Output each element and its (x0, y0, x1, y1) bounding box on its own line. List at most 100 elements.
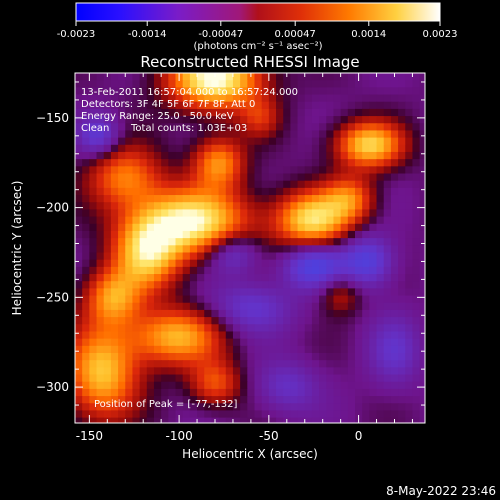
heatmap-cell (369, 360, 378, 368)
heatmap-cell (369, 317, 378, 325)
heatmap-cell (232, 360, 241, 368)
heatmap-cell (240, 338, 248, 347)
heatmap-cell (340, 274, 349, 282)
heatmap-cell (383, 302, 392, 311)
heatmap-cell (110, 360, 119, 368)
heatmap-cell (333, 396, 342, 404)
x-axis-label: Heliocentric X (arcsec) (182, 447, 318, 461)
heatmap-cell (96, 123, 105, 132)
heatmap-cell (362, 137, 370, 146)
heatmap-cell (161, 80, 169, 88)
heatmap-cell (283, 123, 291, 132)
heatmap-cell (383, 338, 392, 347)
heatmap-cell (225, 130, 234, 139)
annotation-detectors: Detectors: 3F 4F 5F 6F 7F 8F, Att 0 (81, 99, 255, 110)
heatmap-cell (311, 123, 320, 132)
heatmap-cell (218, 180, 227, 189)
heatmap-cell (189, 367, 198, 376)
heatmap-cell (261, 137, 270, 146)
heatmap-cell (376, 159, 385, 167)
heatmap-cell (319, 151, 327, 160)
heatmap-cell (175, 108, 184, 117)
heatmap-cell (132, 209, 141, 218)
heatmap-cell (261, 202, 270, 211)
heatmap-cell (297, 345, 306, 354)
heatmap-cell (75, 317, 83, 325)
heatmap-cell (276, 245, 284, 254)
heatmap-cell (311, 245, 320, 254)
heatmap-cell (204, 73, 213, 81)
heatmap-cell (376, 281, 385, 289)
heatmap-cell (412, 324, 421, 333)
heatmap-cell (405, 230, 414, 239)
heatmap-cell (204, 94, 213, 103)
heatmap-cell (319, 245, 327, 254)
heatmap-cell (175, 202, 184, 211)
heatmap-cell (218, 173, 227, 182)
heatmap-cell (175, 216, 184, 225)
heatmap-cell (304, 151, 313, 160)
heatmap-cell (398, 73, 406, 81)
heatmap-cell (96, 187, 105, 196)
heatmap-cell (204, 266, 213, 275)
heatmap-cell (89, 101, 98, 110)
heatmap-cell (146, 195, 155, 203)
heatmap-cell (146, 209, 155, 218)
heatmap-cell (240, 417, 248, 423)
heatmap-cell (211, 180, 220, 189)
heatmap-cell (383, 403, 392, 412)
heatmap-cell (146, 166, 155, 175)
heatmap-cell (333, 230, 342, 239)
heatmap-cell (362, 73, 370, 81)
heatmap-cell (405, 137, 414, 146)
heatmap-cell (333, 374, 342, 383)
heatmap-cell (319, 403, 327, 412)
heatmap-cell (204, 381, 213, 390)
heatmap-cell (110, 151, 119, 160)
heatmap-cell (110, 245, 119, 254)
heatmap-cell (283, 173, 291, 182)
heatmap-cell (153, 166, 162, 175)
heatmap-cell (247, 230, 256, 239)
heatmap-cell (146, 417, 155, 423)
heatmap-cell (125, 345, 134, 354)
heatmap-cell (161, 123, 169, 132)
heatmap-cell (168, 259, 177, 268)
heatmap-cell (132, 195, 141, 203)
heatmap-cell (82, 195, 90, 203)
heatmap-cell (197, 417, 205, 423)
heatmap-cell (419, 116, 425, 124)
heatmap-cell (118, 288, 126, 297)
heatmap-cell (189, 180, 198, 189)
heatmap-cell (362, 374, 370, 383)
heatmap-cell (319, 195, 327, 203)
heatmap-cell (153, 130, 162, 139)
heatmap-cell (326, 403, 335, 412)
heatmap-cell (290, 73, 299, 81)
heatmap-cell (96, 266, 105, 275)
heatmap-cell (268, 309, 277, 318)
heatmap-cell (225, 302, 234, 311)
heatmap-cell (326, 166, 335, 175)
heatmap-cell (340, 417, 349, 423)
heatmap-cell (225, 381, 234, 390)
heatmap-cell (254, 396, 263, 404)
heatmap-cell (125, 87, 134, 96)
heatmap-cell (89, 317, 98, 325)
heatmap-cell (146, 295, 155, 304)
heatmap-cell (197, 94, 205, 103)
heatmap-cell (254, 166, 263, 175)
annotation-energy-range: Energy Range: 25.0 - 50.0 keV (81, 111, 234, 122)
heatmap-cell (197, 374, 205, 383)
heatmap-cell (261, 223, 270, 232)
heatmap-cell (153, 195, 162, 203)
heatmap-cell (340, 345, 349, 354)
heatmap-cell (290, 317, 299, 325)
heatmap-cell (139, 388, 148, 397)
heatmap-cell (362, 245, 370, 254)
heatmap-cell (419, 223, 425, 232)
heatmap-cell (125, 381, 134, 390)
heatmap-cell (132, 331, 141, 340)
heatmap-cell (355, 202, 363, 211)
heatmap-cell (398, 195, 406, 203)
